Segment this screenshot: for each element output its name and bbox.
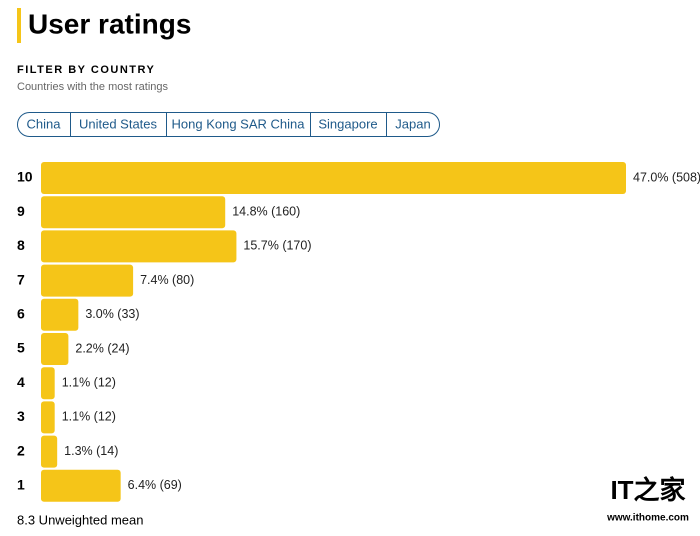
rating-label: 4	[17, 374, 25, 390]
value-label: 7.4% (80)	[140, 273, 194, 287]
value-label: 2.2% (24)	[75, 341, 129, 355]
rating-label: 8	[17, 237, 25, 253]
rating-label: 1	[17, 477, 25, 493]
footer-mean: 8.3 Unweighted mean	[17, 512, 143, 527]
filter-option[interactable]: Hong Kong SAR China	[172, 116, 306, 131]
value-label: 3.0% (33)	[85, 307, 139, 321]
rating-label: 5	[17, 340, 25, 356]
bar	[41, 333, 69, 365]
filter-heading: FILTER BY COUNTRY	[17, 64, 155, 76]
watermark-url: www.ithome.com	[606, 513, 689, 524]
watermark-logo: IT之家	[610, 475, 685, 505]
rating-label: 2	[17, 442, 25, 458]
rating-label: 3	[17, 408, 25, 424]
rating-label: 6	[17, 306, 25, 322]
filter-option[interactable]: United States	[79, 116, 158, 131]
filter-option[interactable]: Japan	[395, 116, 430, 131]
rating-label: 7	[17, 271, 25, 287]
bar	[41, 367, 55, 400]
value-label: 15.7% (170)	[243, 239, 311, 253]
bar	[41, 162, 626, 194]
filter-subheading: Countries with the most ratings	[17, 81, 169, 93]
bar	[41, 230, 237, 263]
filter-option[interactable]: Singapore	[318, 116, 377, 131]
filter-group	[17, 112, 440, 137]
value-label: 1.1% (12)	[62, 410, 116, 424]
value-label: 6.4% (69)	[128, 478, 182, 492]
title-accent	[17, 8, 21, 43]
bar	[41, 401, 55, 434]
bar	[41, 264, 134, 297]
bar	[41, 196, 226, 229]
rating-label: 10	[17, 169, 33, 185]
value-label: 47.0% (508)	[633, 170, 700, 184]
value-label: 14.8% (160)	[232, 204, 300, 218]
page-title: User ratings	[28, 8, 191, 39]
value-label: 1.1% (12)	[62, 375, 116, 389]
rating-label: 9	[17, 203, 25, 219]
bar	[41, 298, 79, 331]
bar	[41, 469, 121, 502]
filter-option[interactable]: China	[27, 116, 62, 131]
bar	[41, 435, 58, 468]
value-label: 1.3% (14)	[64, 444, 118, 458]
